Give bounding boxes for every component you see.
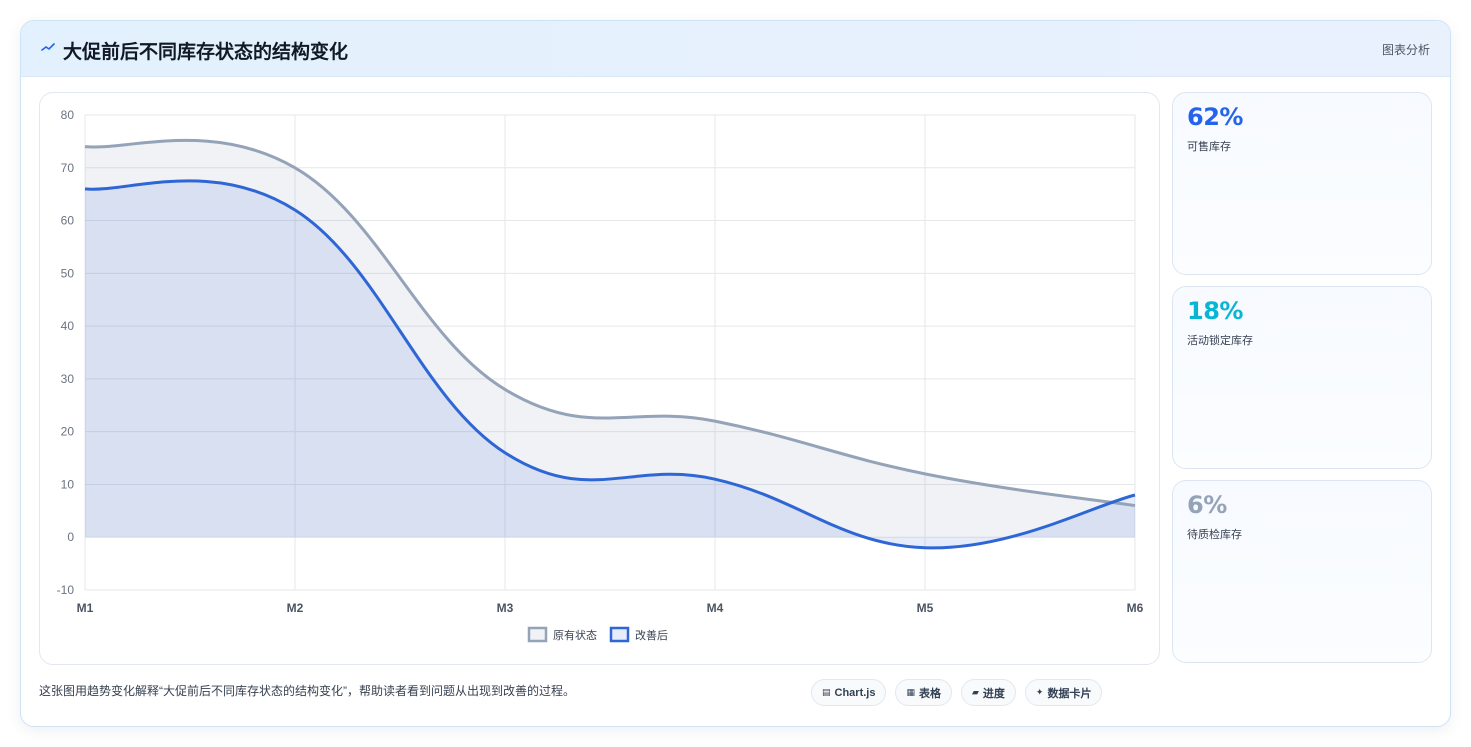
x-tick-label: M6 bbox=[1127, 601, 1144, 615]
stat-label: 可售库存 bbox=[1187, 141, 1231, 153]
chip-chartjs[interactable]: ▤ Chart.js bbox=[811, 679, 887, 706]
x-tick-label: M4 bbox=[707, 601, 724, 615]
y-tick-label: 70 bbox=[61, 161, 75, 175]
chip-label: 数据卡片 bbox=[1047, 687, 1092, 700]
chart-icon: ▤ bbox=[822, 687, 831, 697]
stat-label: 活动锁定库存 bbox=[1187, 335, 1253, 347]
series-line-2 bbox=[84, 179, 1136, 550]
y-tick-label: 30 bbox=[61, 372, 75, 386]
chart-panel: -10 0 10 20 30 40 50 60 70 80 M1 M2 M3 M4 M5 M6 原有状态 改善后 bbox=[39, 92, 1160, 665]
card-icon: ✦ bbox=[1035, 687, 1044, 697]
y-tick-label: 40 bbox=[61, 319, 75, 333]
card-header: 大促前后不同库存状态的结构变化 图表分析 bbox=[21, 21, 1450, 77]
stat-label: 待质检库存 bbox=[1187, 529, 1242, 541]
stat-value: 62% bbox=[1187, 103, 1243, 131]
chip-label: Chart.js bbox=[834, 686, 876, 699]
stat-card-inspection: 6% 待质检库存 bbox=[1172, 480, 1432, 663]
chart-analysis-label: 图表分析 bbox=[1381, 43, 1430, 57]
table-icon: ▦ bbox=[906, 687, 915, 697]
y-tick-label: 80 bbox=[61, 108, 75, 122]
chip-label: 进度 bbox=[982, 687, 1005, 700]
x-tick-label: M2 bbox=[287, 601, 304, 615]
stat-card-locked: 18% 活动锁定库存 bbox=[1172, 286, 1432, 469]
stat-card-sellable: 62% 可售库存 bbox=[1172, 92, 1432, 275]
legend-swatch bbox=[527, 626, 548, 643]
legend-swatch bbox=[609, 626, 630, 643]
trend-line-icon bbox=[41, 43, 55, 51]
tech-chips: ▤ Chart.js ▦ 表格 ▰ 进度 ✦ 数据卡片 bbox=[811, 679, 1103, 706]
stat-value: 6% bbox=[1187, 491, 1227, 519]
y-tick-label: 20 bbox=[61, 425, 75, 439]
area-chart: -10 0 10 20 30 40 50 60 70 80 M1 M2 M3 M4 M5 M6 原有状态 改善后 bbox=[57, 108, 1144, 643]
chip-data-card[interactable]: ✦ 数据卡片 bbox=[1024, 679, 1103, 706]
chip-table[interactable]: ▦ 表格 bbox=[895, 679, 952, 706]
y-tick-label: 10 bbox=[61, 477, 75, 491]
series-line-1 bbox=[84, 138, 1136, 508]
chip-progress[interactable]: ▰ 进度 bbox=[961, 679, 1016, 706]
y-tick-label: -10 bbox=[57, 583, 75, 597]
chart-description: 这张图用趋势变化解释“大促前后不同库存状态的结构变化”，帮助读者看到问题从出现到… bbox=[39, 684, 575, 698]
chip-label: 表格 bbox=[919, 687, 941, 700]
y-tick-label: 0 bbox=[67, 530, 74, 544]
series-area-1 bbox=[85, 140, 1135, 538]
progress-icon: ▰ bbox=[972, 687, 979, 697]
page-title: 大促前后不同库存状态的结构变化 bbox=[63, 42, 349, 63]
chart-card: 大促前后不同库存状态的结构变化 图表分析 -10 0 10 20 30 40 50 60 70 8… bbox=[20, 20, 1451, 727]
y-tick-label: 50 bbox=[61, 266, 75, 280]
y-tick-label: 60 bbox=[61, 214, 75, 228]
legend-label: 原有状态 bbox=[553, 628, 597, 642]
x-tick-label: M1 bbox=[77, 601, 94, 615]
series-area-2 bbox=[85, 180, 1135, 548]
x-tick-label: M3 bbox=[497, 601, 514, 615]
stat-value: 18% bbox=[1187, 297, 1243, 325]
x-tick-label: M5 bbox=[917, 601, 934, 615]
legend-label: 改善后 bbox=[635, 628, 668, 642]
